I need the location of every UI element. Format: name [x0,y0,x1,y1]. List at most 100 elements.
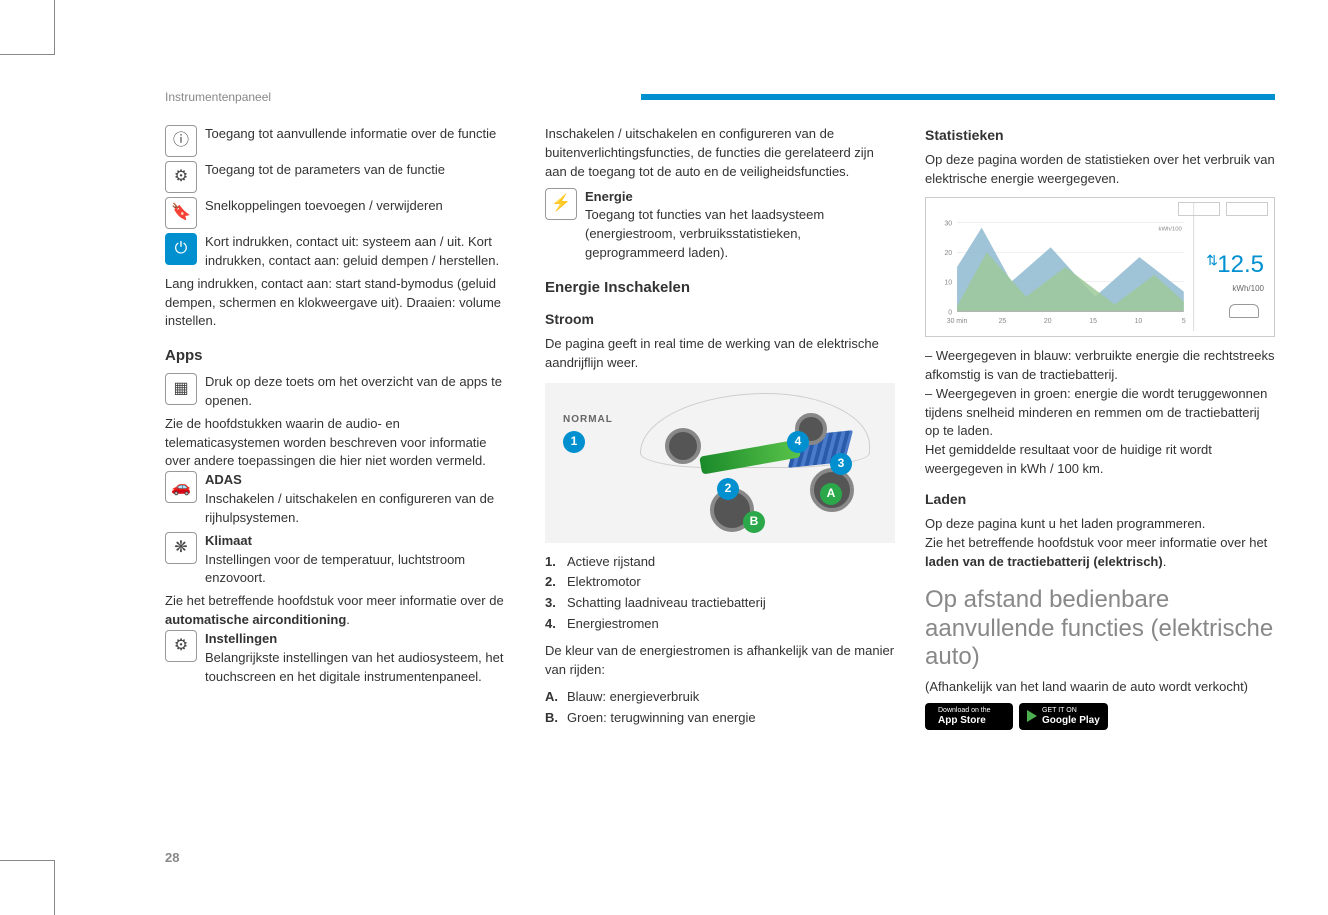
list-item: 4.Energiestromen [545,615,895,634]
callout-2: 2 [717,478,739,500]
item-title: ADAS [205,472,242,487]
callout-b: B [743,511,765,533]
numbered-list: 1.Actieve rijstand 2.Elektromotor 3.Scha… [545,553,895,634]
paragraph: (Afhankelijk van het land waarin de auto… [925,678,1275,697]
paragraph: Lang indrukken, contact aan: start stand… [165,275,515,332]
icon-text: ADAS Inschakelen / uitschakelen en confi… [205,471,515,528]
page-number: 28 [165,850,179,865]
paragraph: Zie het betreffende hoofdstuk voor meer … [925,534,1275,572]
icon-row-settings: ⚙ Toegang tot de parameters van de funct… [165,161,515,193]
svg-text:10: 10 [944,280,952,287]
paragraph: Zie de hoofdstukken waarin de audio- en … [165,415,515,472]
chart-tabs [1178,202,1268,216]
badge-text: GET IT ON Google Play [1042,707,1100,726]
svg-text:0: 0 [948,309,952,316]
wheel-icon [665,428,701,464]
chart-unit: kWh/100 [1217,283,1264,295]
paragraph: – Weergegeven in blauw: verbruikte energ… [925,347,1275,385]
drive-mode-label: NORMAL [563,413,613,428]
column-middle: Inschakelen / uitschakelen en configurer… [545,125,895,735]
bold-text: automatische airconditioning [165,612,346,627]
svg-text:10: 10 [1135,318,1143,325]
stroom-heading: Stroom [545,309,895,329]
chart-value: 12.5 [1217,248,1264,283]
list-item: B.Groen: terugwinning van energie [545,709,895,728]
paragraph: Inschakelen / uitschakelen en configurer… [545,125,895,182]
item-title: Instellingen [205,631,277,646]
icon-text: Toegang tot aanvullende informatie over … [205,125,496,144]
power-icon: ⏻ [165,233,197,265]
icon-text: Energie Toegang tot functies van het laa… [585,188,895,263]
header-title: Instrumentenpaneel [165,90,271,104]
svg-text:30 min: 30 min [947,318,968,325]
badge-text: Download on the App Store [938,707,991,726]
bolt-icon: ⚡ [545,188,577,220]
fan-icon: ❋ [165,532,197,564]
callout-3: 3 [830,453,852,475]
paragraph: Het gemiddelde resultaat voor de huidige… [925,441,1275,479]
paragraph: Op deze pagina worden de statistieken ov… [925,151,1275,189]
list-item: 2.Elektromotor [545,573,895,592]
item-title: Energie [585,189,633,204]
gear-icon: ⚙ [165,161,197,193]
chart-reading: 12.5 kWh/100 [1217,248,1264,294]
icon-row-energie: ⚡ Energie Toegang tot functies van het l… [545,188,895,263]
item-desc: Toegang tot functies van het laadsysteem… [585,207,824,260]
car-icon: 🚗 [165,471,197,503]
callout-4: 4 [787,431,809,453]
list-item: 1.Actieve rijstand [545,553,895,572]
bookmark-icon: 🔖 [165,197,197,229]
crop-mark [0,0,55,55]
item-title: Klimaat [205,533,252,548]
info-icon: ⓘ [165,125,197,157]
column-left: ⓘ Toegang tot aanvullende informatie ove… [165,125,515,735]
list-item: 3.Schatting laadniveau tractiebatterij [545,594,895,613]
icon-row-apps: ▦ Druk op deze toets om het overzicht va… [165,373,515,411]
icon-row-instellingen: ⚙ Instellingen Belangrijkste instellinge… [165,630,515,687]
bold-text: laden van de tractiebatterij (elektrisch… [925,554,1163,569]
icon-text: Instellingen Belangrijkste instellingen … [205,630,515,687]
callout-1: 1 [563,431,585,453]
crop-mark [0,860,55,915]
svg-text:15: 15 [1089,318,1097,325]
icon-text: Druk op deze toets om het overzicht van … [205,373,515,411]
play-icon [1027,710,1037,722]
paragraph: De kleur van de energiestromen is afhank… [545,642,895,680]
drivetrain-diagram: NORMAL 1 2 3 4 A B [545,383,895,543]
energy-stats-chart: 302010030 min252015105kWh/100 ⇅ 12.5 kWh… [925,197,1275,337]
header-accent-bar [641,94,1275,100]
apps-heading: Apps [165,345,515,367]
gear-icon: ⚙ [165,630,197,662]
remote-features-heading: Op afstand bedienbare aanvullende functi… [925,586,1275,672]
app-store-badge[interactable]: Download on the App Store [925,703,1013,730]
column-right: Statistieken Op deze pagina worden de st… [925,125,1275,735]
chart-tab [1178,202,1220,216]
icon-text: Klimaat Instellingen voor de temperatuur… [205,532,515,589]
paragraph: De pagina geeft in real time de werking … [545,335,895,373]
apps-icon: ▦ [165,373,197,405]
icon-text: Kort indrukken, contact uit: systeem aan… [205,233,515,271]
icon-row-bookmark: 🔖 Snelkoppelingen toevoegen / verwijdere… [165,197,515,229]
section-heading: Energie Inschakelen [545,277,895,299]
callout-a: A [820,483,842,505]
svg-text:20: 20 [1044,318,1052,325]
item-desc: Inschakelen / uitschakelen en configurer… [205,491,494,525]
icon-row-power: ⏻ Kort indrukken, contact uit: systeem a… [165,233,515,271]
page-header: Instrumentenpaneel [165,90,1275,104]
statistieken-heading: Statistieken [925,125,1275,145]
svg-text:30: 30 [944,221,952,228]
paragraph: Op deze pagina kunt u het laden programm… [925,515,1275,534]
svg-text:20: 20 [944,250,952,257]
icon-row-klimaat: ❋ Klimaat Instellingen voor de temperatu… [165,532,515,589]
svg-text:25: 25 [999,318,1007,325]
item-desc: Belangrijkste instellingen van het audio… [205,650,503,684]
icon-row-adas: 🚗 ADAS Inschakelen / uitschakelen en con… [165,471,515,528]
item-desc: Instellingen voor de temperatuur, luchts… [205,552,465,586]
list-item: A.Blauw: energieverbruik [545,688,895,707]
google-play-badge[interactable]: GET IT ON Google Play [1019,703,1108,730]
chart-tab [1226,202,1268,216]
icon-text: Snelkoppelingen toevoegen / verwijderen [205,197,443,216]
text: Zie het betreffende hoofdstuk voor meer … [165,593,504,608]
paragraph: – Weergegeven in groen: energie die word… [925,385,1275,442]
plug-icon: ⇅ [1206,250,1218,270]
